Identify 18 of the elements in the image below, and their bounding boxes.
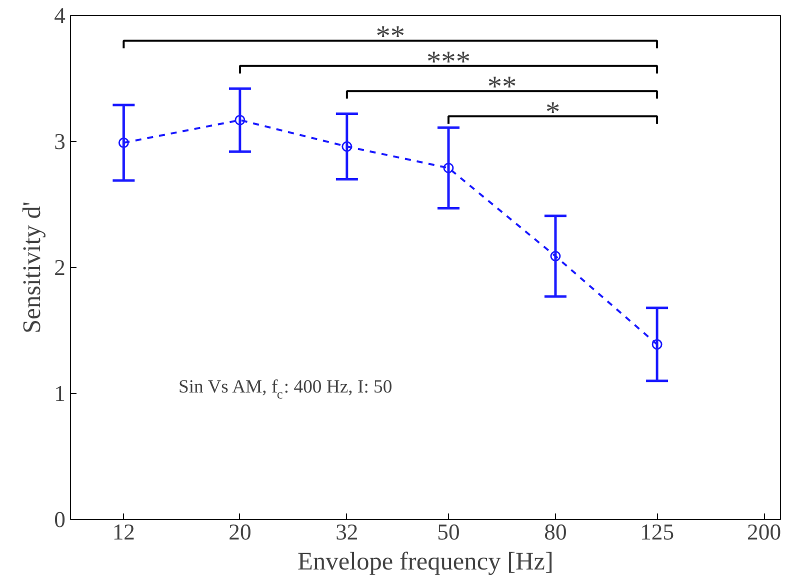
annotation: **: [487, 71, 517, 104]
x-tick-label: 20: [228, 520, 252, 544]
y-axis-title: Sensitivity d': [18, 202, 46, 334]
y-tick-label: 0: [54, 507, 66, 532]
x-tick-label: 125: [640, 520, 674, 544]
annotation: *: [545, 96, 560, 128]
x-tick-label: 80: [544, 520, 567, 544]
x-tick-label: 50: [437, 520, 460, 544]
x-axis-title: Envelope frequency [Hz]: [298, 548, 554, 576]
x-tick-label: 32: [336, 520, 358, 544]
annotation: ***: [426, 46, 471, 78]
y-tick-label: 4: [54, 3, 66, 28]
y-tick-label: 2: [54, 255, 66, 280]
annotation: **: [376, 20, 406, 53]
x-tick-label: 200: [747, 520, 782, 544]
x-tick-label: 12: [112, 520, 135, 544]
y-tick-label: 3: [54, 129, 66, 154]
y-tick-label: 1: [54, 381, 66, 406]
